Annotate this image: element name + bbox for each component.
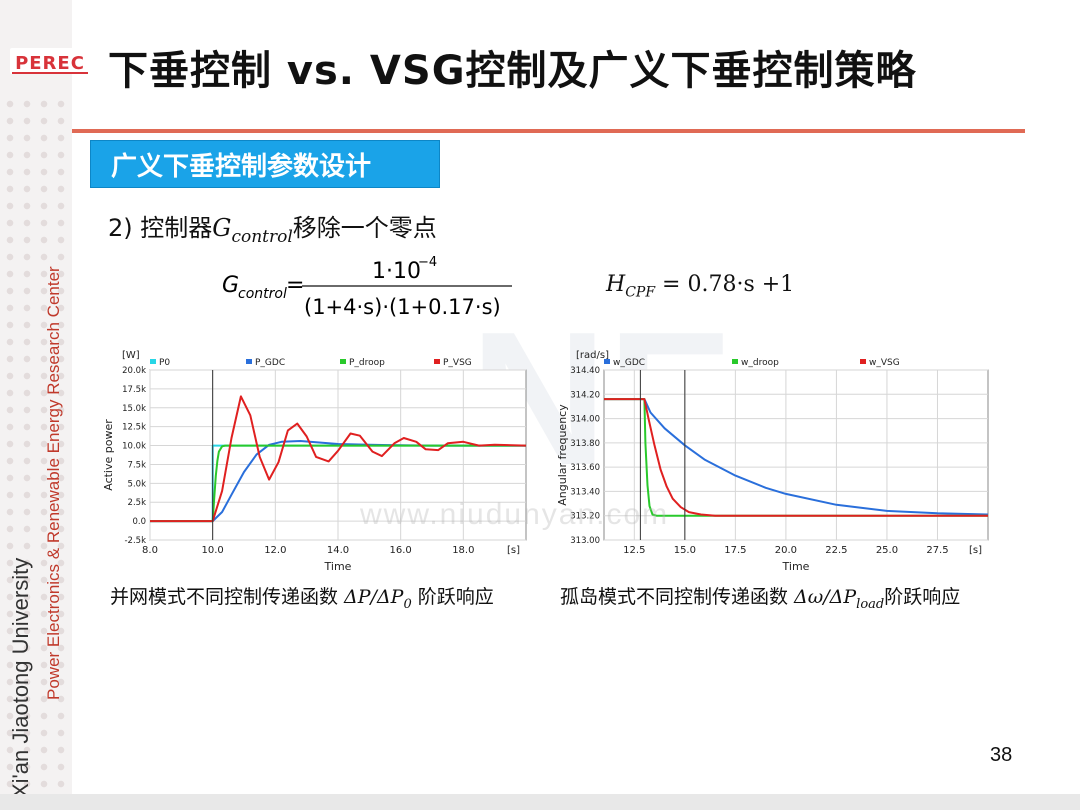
series-line-p-vsg — [150, 395, 527, 523]
active-power-chart: -2.5k 0.0 2.5k 5.0k 7.5k 10.0k 12.5k 15.0k 17.5k… — [102, 350, 527, 573]
x-tick-label: 16.0 — [390, 545, 412, 556]
left-caption-prefix: 并网模式不同控制传递函数 — [110, 586, 345, 608]
y-tick-label: 314.40 — [570, 366, 600, 376]
right-caption-math: Δω/ΔP — [794, 586, 857, 608]
x-tick-label: 8.0 — [142, 545, 158, 556]
side-pattern — [6, 100, 66, 800]
legend-swatch — [246, 359, 252, 364]
legend-label: P_GDC — [255, 358, 285, 368]
left-chart-caption: 并网模式不同控制传递函数 ΔP/ΔP0 阶跃响应 — [110, 582, 494, 612]
y-tick-label: 12.5k — [122, 423, 146, 433]
angular-frequency-chart: 313.00 313.20 313.40 313.60 313.80 314.00 314.… — [556, 350, 989, 573]
eq2-lhs-subscript: CPF — [625, 284, 656, 301]
eq1-numerator: 1·10 — [372, 259, 421, 284]
eq1-lhs-subscript: control — [238, 286, 287, 302]
y-tick-label: 313.00 — [570, 536, 600, 546]
right-caption-suffix: 阶跃响应 — [884, 586, 961, 608]
eq2-lhs-symbol: H — [606, 272, 626, 297]
series-line-w-vsg — [604, 398, 988, 517]
eq1-numerator-exp: −4 — [418, 256, 437, 270]
university-name: Xi'an Jiaotong University — [8, 557, 33, 798]
eq1-lhs-symbol: G — [222, 273, 239, 298]
y-tick-label: 313.40 — [570, 487, 600, 497]
y-axis-title: Active power — [102, 419, 115, 491]
y-tick-label: 5.0k — [128, 479, 147, 489]
x-tick-label: 10.0 — [202, 545, 224, 556]
eq2-rhs: = 0.78·s +1 — [662, 272, 795, 297]
legend-label: P_droop — [349, 358, 385, 368]
y-tick-label: 0.0 — [132, 517, 146, 527]
hcpf-equation: HCPF = 0.78·s +1 — [606, 272, 794, 300]
y-tick-label: 313.20 — [570, 512, 600, 522]
series-line-p-droop — [150, 444, 526, 523]
x-unit-label: [s] — [969, 545, 982, 556]
x-tick-label: 20.0 — [775, 545, 797, 556]
legend-label: P_VSG — [443, 358, 472, 368]
y-unit-label: [rad/s] — [576, 350, 609, 361]
left-caption-math: ΔP/ΔP — [344, 586, 404, 608]
perec-logo: PEREC — [10, 48, 90, 74]
legend-label: w_droop — [741, 358, 779, 368]
research-center-name: Power Electronics & Renewable Energy Res… — [44, 266, 63, 700]
series-line-w-gdc — [604, 398, 989, 516]
x-axis-title: Time — [782, 560, 810, 573]
logo-text: PEREC — [15, 53, 85, 74]
subheading-symbol: G — [212, 214, 232, 242]
left-caption-sub: 0 — [403, 596, 412, 612]
section-heading: 广义下垂控制参数设计 — [90, 140, 440, 188]
y-tick-label: 313.60 — [570, 463, 600, 473]
y-tick-label: 313.80 — [570, 439, 600, 449]
x-tick-label: 22.5 — [825, 545, 847, 556]
y-axis-title: Angular frequency — [556, 404, 569, 506]
section-heading-text: 广义下垂控制参数设计 — [111, 151, 372, 182]
legend-label: w_GDC — [613, 358, 645, 368]
gcontrol-equation: G control = 1·10 −4 (1+4·s)·(1+0.17·s) — [222, 256, 512, 319]
y-tick-label: 17.5k — [122, 385, 146, 395]
series-line-w-droop — [604, 398, 988, 517]
x-tick-label: 12.0 — [264, 545, 286, 556]
legend-label: w_VSG — [869, 358, 900, 368]
legend-swatch — [860, 359, 866, 364]
x-tick-label: 25.0 — [876, 545, 898, 556]
y-tick-label: 2.5k — [128, 498, 147, 508]
page-number: 38 — [990, 744, 1013, 766]
y-tick-label: 314.00 — [570, 415, 600, 425]
legend-swatch — [434, 359, 440, 364]
watermark: www.niudunyan.com — [360, 498, 670, 531]
subheading-prefix: 2) 控制器 — [108, 214, 213, 242]
y-tick-label: 15.0k — [122, 404, 146, 414]
legend-swatch — [732, 359, 738, 364]
x-tick-label: 18.0 — [452, 545, 474, 556]
subheading: 2) 控制器Gcontrol移除一个零点 — [108, 208, 437, 247]
right-chart-caption: 孤岛模式不同控制传递函数 Δω/ΔPload阶跃响应 — [560, 582, 960, 612]
legend-swatch — [340, 359, 346, 364]
y-tick-label: 20.0k — [122, 366, 146, 376]
slide-title: 下垂控制 vs. VSG控制及广义下垂控制策略 — [108, 48, 917, 94]
legend-swatch — [150, 359, 156, 364]
legend-swatch — [604, 359, 610, 364]
subheading-suffix: 移除一个零点 — [292, 214, 437, 242]
y-tick-label: 10.0k — [122, 442, 146, 452]
y-tick-label: -2.5k — [124, 536, 146, 546]
title-rule — [72, 129, 1025, 133]
bottom-bar — [0, 794, 1080, 810]
x-unit-label: [s] — [507, 545, 520, 556]
y-unit-label: [W] — [122, 350, 140, 361]
eq1-denominator: (1+4·s)·(1+0.17·s) — [304, 295, 501, 319]
subheading-subscript: control — [231, 226, 293, 247]
right-caption-sub: load — [856, 596, 885, 612]
x-tick-label: 14.0 — [327, 545, 349, 556]
y-tick-label: 314.20 — [570, 390, 600, 400]
x-tick-label: 17.5 — [724, 545, 746, 556]
left-caption-suffix: 阶跃响应 — [411, 586, 494, 608]
eq1-equals: = — [286, 273, 304, 298]
x-axis-title: Time — [324, 560, 352, 573]
legend-label: P0 — [159, 358, 170, 368]
right-caption-prefix: 孤岛模式不同控制传递函数 — [560, 586, 795, 608]
x-tick-label: 15.0 — [674, 545, 696, 556]
x-tick-label: 12.5 — [623, 545, 645, 556]
x-tick-label: 27.5 — [926, 545, 948, 556]
y-tick-label: 7.5k — [128, 460, 147, 470]
